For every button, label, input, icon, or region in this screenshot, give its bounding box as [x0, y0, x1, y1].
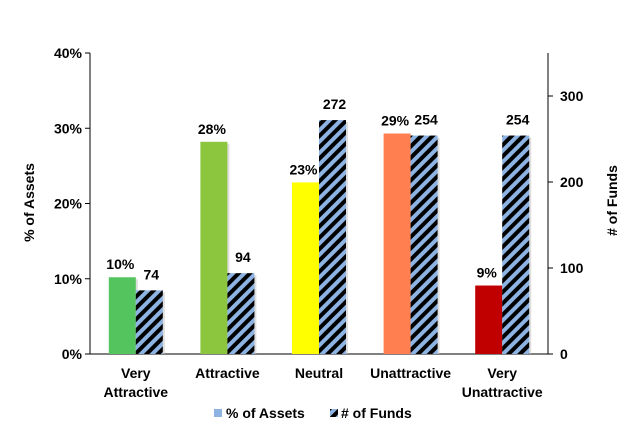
category-label: Very	[487, 365, 517, 381]
data-label-percent-assets: 9%	[477, 265, 498, 281]
category-label: Unattractive	[370, 365, 451, 381]
right-tick-label: 100	[560, 260, 584, 276]
data-label-number-of-funds: 254	[506, 112, 530, 128]
right-axis-title: # of Funds	[604, 165, 620, 236]
bars-layer	[108, 120, 532, 354]
category-label: Very	[121, 365, 151, 381]
bar-number-of-funds	[227, 273, 255, 354]
bar-percent-assets	[475, 285, 503, 354]
bar-number-of-funds	[319, 120, 346, 354]
data-label-percent-assets: 29%	[381, 113, 410, 129]
axes-layer: 0% 10% 20% 30% 40% 0 100 200 300 % of Assets # of …	[21, 45, 620, 362]
bar-number-of-funds	[410, 135, 438, 354]
data-label-percent-assets: 23%	[289, 161, 318, 177]
category-label: Attractive	[195, 365, 260, 381]
left-tick-label: 10%	[54, 271, 83, 287]
right-tick-label: 300	[560, 88, 584, 104]
legend-label-percent-assets: % of Assets	[226, 405, 305, 421]
data-label-number-of-funds: 254	[414, 112, 438, 128]
right-tick-label: 200	[560, 174, 584, 190]
data-label-number-of-funds: 272	[323, 96, 347, 112]
legend: % of Assets # of Funds	[214, 405, 412, 421]
left-axis-title: % of Assets	[21, 163, 37, 242]
left-tick-label: 20%	[54, 196, 83, 212]
legend-swatch-number-of-funds	[330, 409, 338, 417]
data-label-number-of-funds: 94	[235, 249, 251, 265]
category-label: Attractive	[104, 384, 169, 400]
data-label-number-of-funds: 74	[144, 266, 160, 282]
bar-number-of-funds	[502, 135, 530, 354]
category-label: Unattractive	[462, 384, 543, 400]
bar-number-of-funds	[135, 290, 163, 354]
left-tick-label: 40%	[54, 45, 83, 61]
bar-percent-assets	[383, 133, 411, 354]
legend-swatch-percent-assets	[214, 409, 222, 417]
left-tick-label: 30%	[54, 120, 83, 136]
right-tick-label: 0	[560, 346, 568, 362]
left-tick-label: 0%	[62, 346, 83, 362]
bar-percent-assets	[108, 277, 136, 354]
bar-percent-assets	[292, 182, 319, 354]
data-label-percent-assets: 10%	[106, 256, 135, 272]
data-label-percent-assets: 28%	[198, 121, 227, 137]
labels-layer: 10% 74 Very Attractive 28% 94 Attractive 23% 272…	[104, 96, 543, 400]
bar-percent-assets	[200, 141, 228, 354]
legend-label-number-of-funds: # of Funds	[341, 405, 412, 421]
category-label: Neutral	[295, 365, 343, 381]
